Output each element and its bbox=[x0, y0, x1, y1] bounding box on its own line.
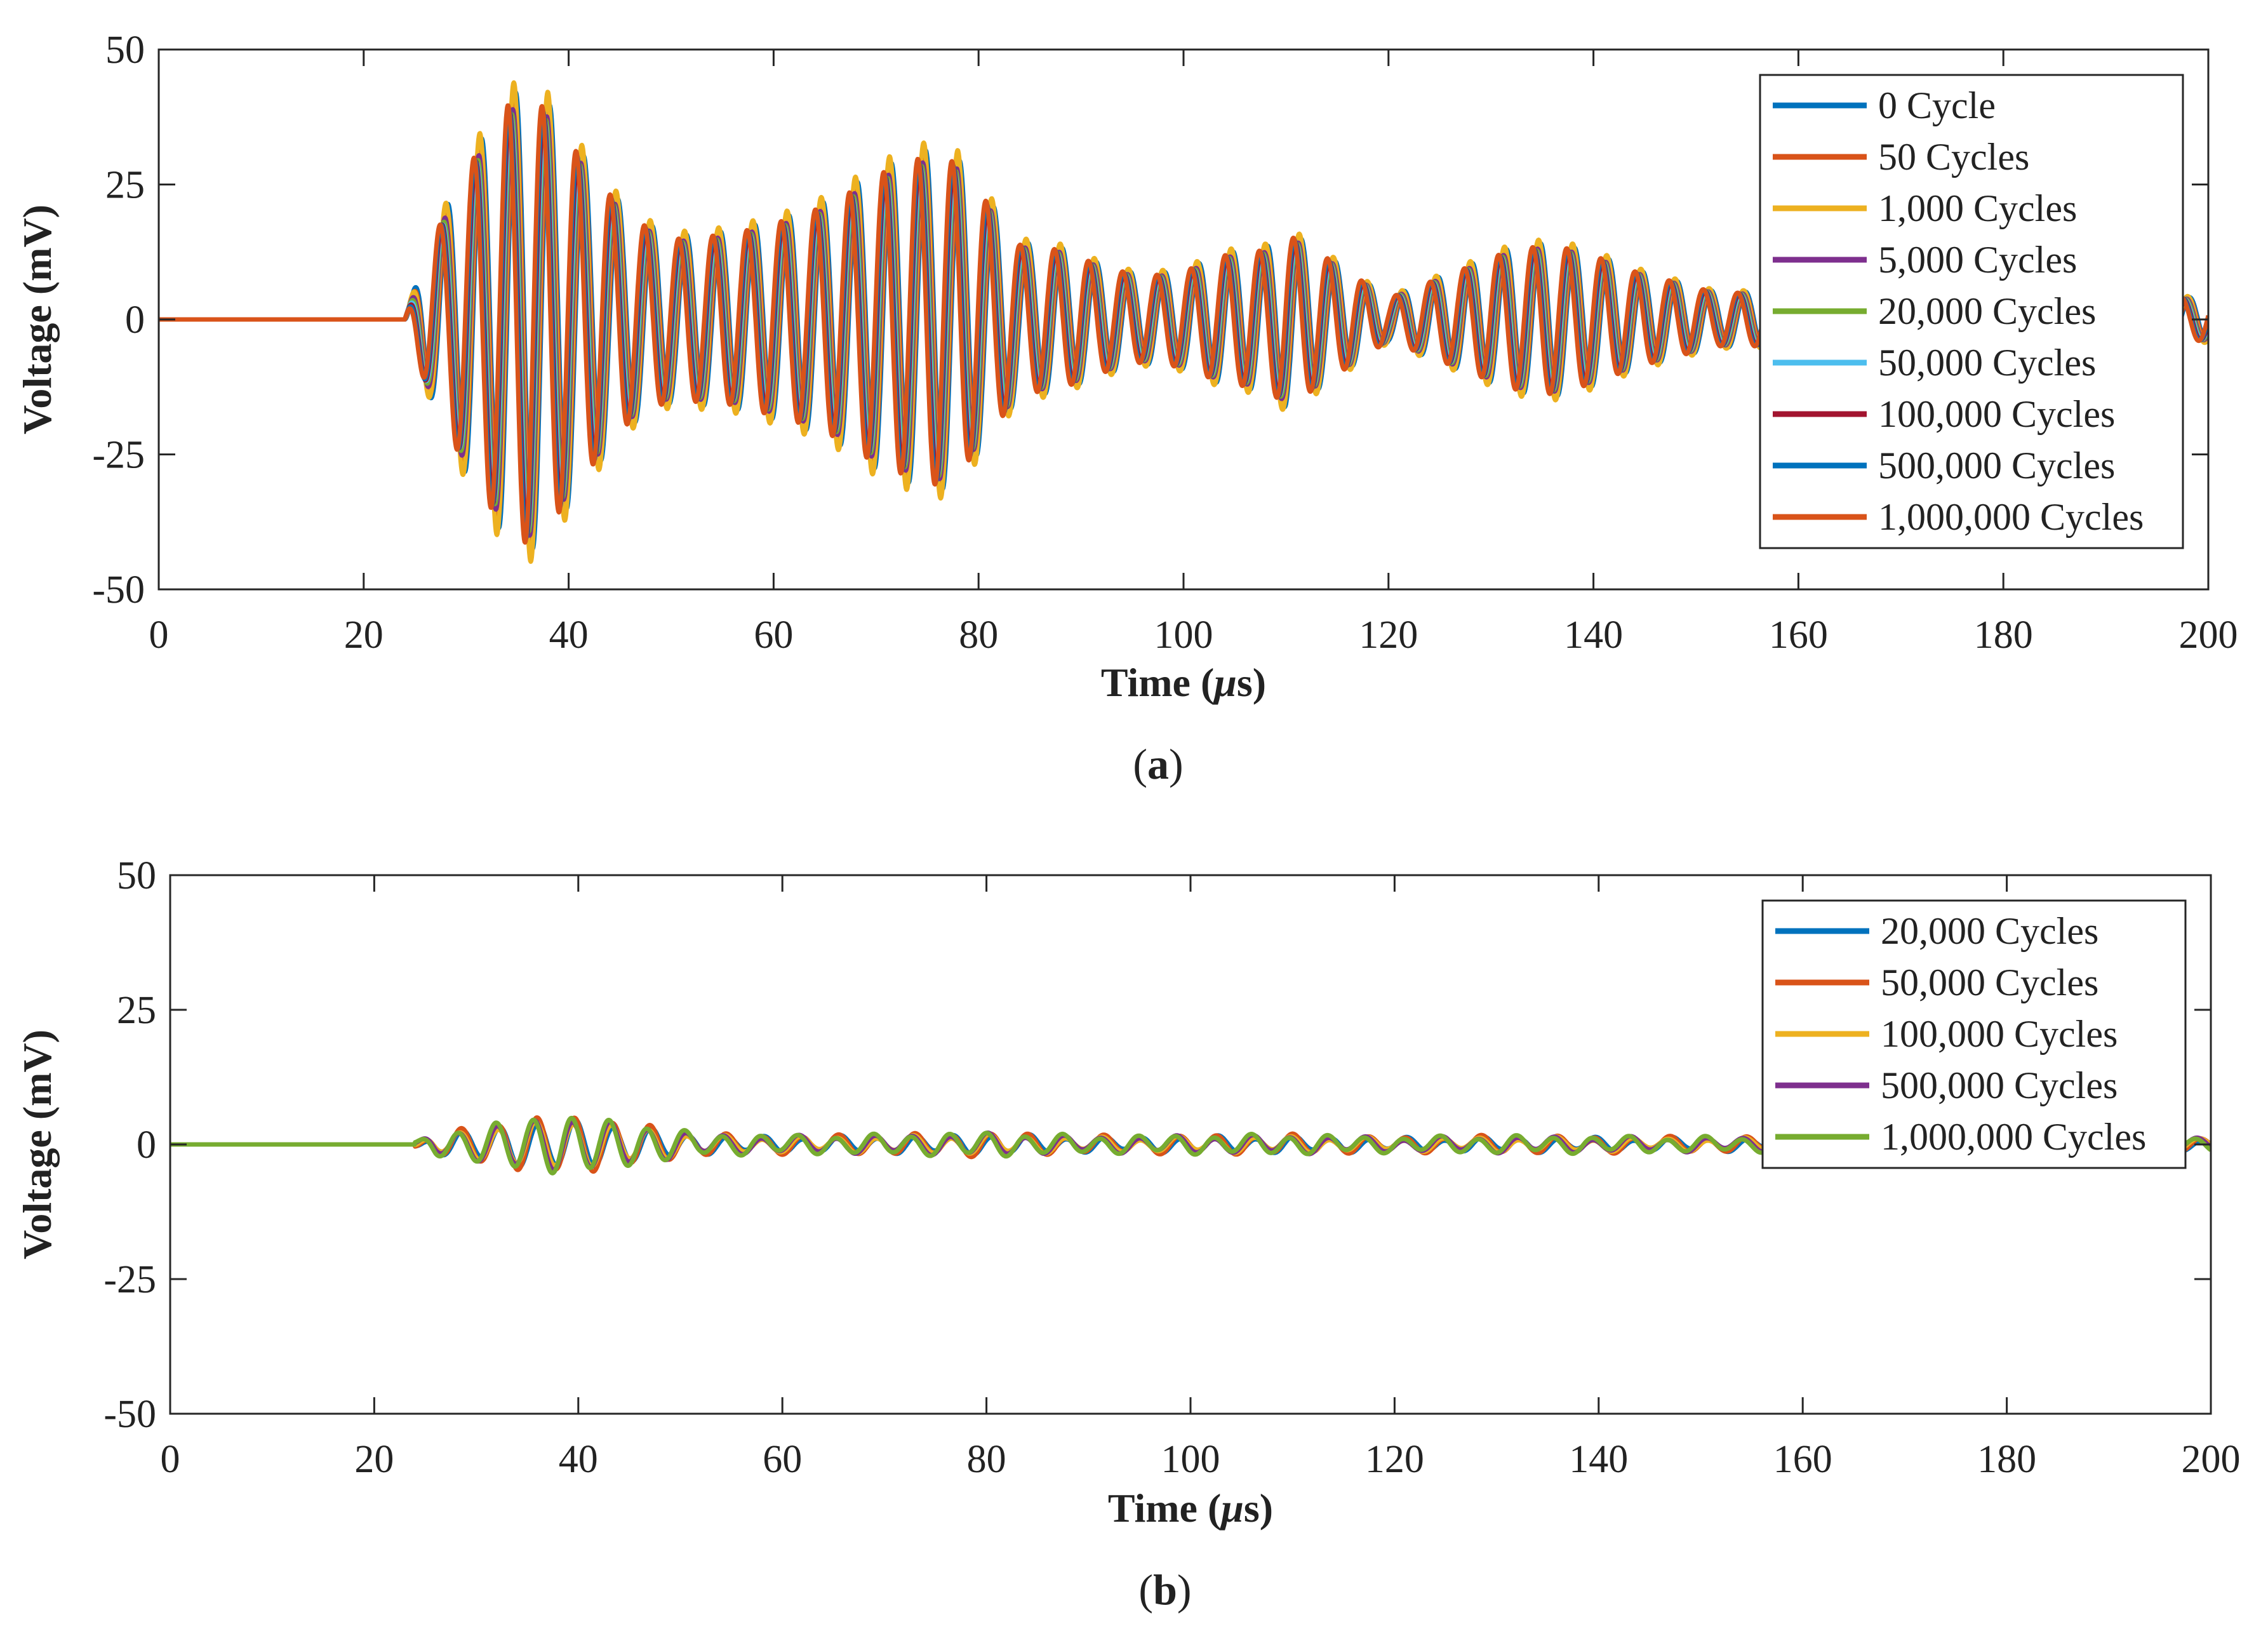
panel-a-legend-label-2: 50 Cycles bbox=[1878, 136, 2029, 178]
panel-b-legend-label-5: 1,000,000 Cycles bbox=[1881, 1116, 2146, 1158]
panel-a-y-tick-label: 0 bbox=[125, 298, 145, 342]
panel-b-y-tick-label: -25 bbox=[103, 1258, 156, 1301]
panel-a-x-tick-label: 40 bbox=[549, 614, 589, 657]
panel-b-legend: 20,000 Cycles 50,000 Cycles 100,000 Cycles… bbox=[1761, 899, 2187, 1169]
panel-b-legend-label-3: 100,000 Cycles bbox=[1881, 1013, 2118, 1055]
panel-b-y-tick-label: -50 bbox=[103, 1393, 156, 1436]
panel-b-x-tick-label: 40 bbox=[559, 1438, 598, 1481]
panel-b-x-tick-label: 180 bbox=[1977, 1438, 2036, 1481]
panel-a-x-tick-label: 180 bbox=[1974, 614, 2033, 657]
panel-a-x-tick-label: 100 bbox=[1154, 614, 1213, 657]
panel-a-y-tick-label: -25 bbox=[92, 434, 145, 477]
panel-a-x-axis-title: Time (μs) bbox=[1101, 660, 1266, 705]
panel-b-x-axis-title: Time (μs) bbox=[1108, 1485, 1273, 1531]
panel-a-legend-label-4: 5,000 Cycles bbox=[1878, 239, 2077, 281]
panel-b-chart: 0 20 40 60 80 100 120 140 160 180 200 50 25 0 -25 -50 Vo… bbox=[15, 854, 2241, 1614]
panel-b-x-tick-label: 200 bbox=[2182, 1438, 2241, 1481]
panel-b-label: (b) bbox=[1138, 1566, 1191, 1614]
panel-a-y-tick-label: 50 bbox=[105, 29, 145, 72]
panel-a-x-tick-label: 200 bbox=[2179, 614, 2238, 657]
panel-a-legend-label-5: 20,000 Cycles bbox=[1878, 290, 2096, 332]
panel-a-chart: 0 20 40 60 80 100 120 140 160 180 200 50 25 0 -25 -50 Vo… bbox=[15, 29, 2238, 788]
panel-b-x-tick-label: 0 bbox=[161, 1438, 180, 1481]
panel-a-x-tick-label: 0 bbox=[149, 614, 169, 657]
panel-b-y-tick-label: 25 bbox=[117, 989, 156, 1032]
panel-a-label: (a) bbox=[1133, 740, 1183, 788]
panel-b-x-tick-label: 100 bbox=[1161, 1438, 1220, 1481]
panel-b-x-tick-label: 140 bbox=[1569, 1438, 1628, 1481]
panel-a-y-tick-label: 25 bbox=[105, 164, 145, 207]
panel-b-legend-label-2: 50,000 Cycles bbox=[1881, 962, 2098, 1003]
panel-a-y-tick-label: -50 bbox=[92, 568, 145, 612]
panel-b-legend-label-1: 20,000 Cycles bbox=[1881, 910, 2098, 952]
panel-a-legend-label-7: 100,000 Cycles bbox=[1878, 393, 2115, 435]
panel-a-legend: 0 Cycle 50 Cycles 1,000 Cycles 5,000 Cycles… bbox=[1759, 74, 2184, 549]
panel-a-legend-label-1: 0 Cycle bbox=[1878, 84, 1996, 126]
panel-b-y-axis-title: Voltage (mV) bbox=[15, 1029, 60, 1259]
panel-a-x-tick-label: 20 bbox=[344, 614, 384, 657]
panel-b-legend-label-4: 500,000 Cycles bbox=[1881, 1064, 2118, 1106]
panel-a-x-tick-label: 60 bbox=[754, 614, 793, 657]
panel-a-x-tick-label: 140 bbox=[1564, 614, 1623, 657]
panel-b-x-tick-label: 160 bbox=[1773, 1438, 1832, 1481]
panel-a-y-axis-title: Voltage (mV) bbox=[15, 205, 60, 434]
panel-b-x-tick-label: 60 bbox=[763, 1438, 802, 1481]
panel-a-legend-label-6: 50,000 Cycles bbox=[1878, 342, 2096, 384]
panel-a-x-tick-label: 80 bbox=[959, 614, 998, 657]
panel-b-x-tick-label: 20 bbox=[354, 1438, 394, 1481]
panel-a-legend-label-3: 1,000 Cycles bbox=[1878, 187, 2077, 229]
panel-b-y-tick-label: 0 bbox=[137, 1123, 156, 1167]
panel-a-legend-label-8: 500,000 Cycles bbox=[1878, 445, 2115, 486]
panel-a-x-tick-label: 120 bbox=[1359, 614, 1418, 657]
panel-a-x-tick-label: 160 bbox=[1769, 614, 1828, 657]
panel-b-x-tick-label: 80 bbox=[967, 1438, 1006, 1481]
panel-a-legend-label-9: 1,000,000 Cycles bbox=[1878, 496, 2144, 538]
panel-b-x-tick-label: 120 bbox=[1365, 1438, 1424, 1481]
panel-b-y-tick-label: 50 bbox=[117, 854, 156, 897]
